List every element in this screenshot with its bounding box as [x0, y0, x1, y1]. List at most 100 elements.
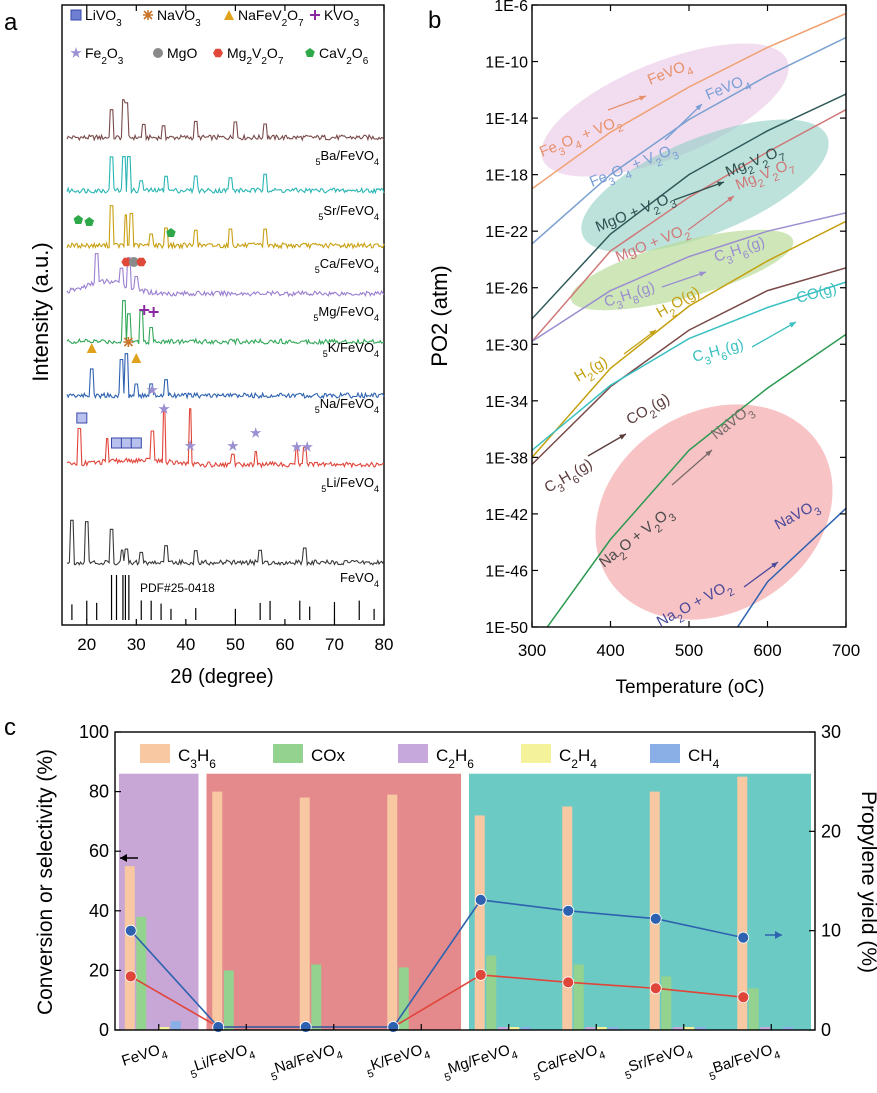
panel-c-legend: C3H6 COx C2H6 C2H4 CH4 — [140, 744, 720, 771]
bar-c3h6-6 — [649, 791, 660, 1030]
bar-c2h4-4 — [509, 1027, 520, 1030]
legend-item-c2h6: C2H6 — [398, 744, 474, 771]
marker-plus — [139, 305, 150, 315]
legend-swatch — [521, 744, 551, 763]
reaction-arrow-head — [649, 330, 656, 336]
legend-item-mg2v2o7: Mg2V2O7 — [213, 45, 284, 67]
bar-c2h4-6 — [684, 1027, 695, 1030]
y-tick-label: 20 — [89, 960, 109, 980]
curve-na2o-vo2-navo3 — [736, 507, 846, 627]
legend-item-cav2o6: CaV2O6 — [305, 45, 369, 67]
y2-tick-label: 10 — [821, 921, 841, 941]
panel-a-series: 5Ba/FeVO4 5Sr/FeVO4 5Ca/FeVO4 5Mg/FeVO4 5K/F… — [66, 99, 385, 620]
legend-swatch — [140, 744, 170, 763]
bar-cox-1 — [223, 970, 234, 1030]
curve-fe3o4-vo2-fevo4 — [532, 12, 846, 190]
region-feVO4 — [541, 43, 789, 177]
xrd-pattern-5na-fevo4 — [66, 353, 385, 400]
y-tick-label: 60 — [89, 841, 109, 861]
x-tick-label: 300 — [518, 641, 546, 660]
marker-square — [76, 412, 88, 424]
panel-c-y-label: Conversion or selectivity (%) — [34, 749, 57, 1015]
y-tick-label: 1E-10 — [485, 55, 528, 72]
x-tick-label: 400 — [596, 641, 624, 660]
bar-cox-7 — [748, 988, 759, 1030]
category-label: 5Ca/FeVO4 — [529, 1040, 607, 1084]
legend-label: LiVO3 — [85, 7, 122, 29]
point-conversion-0 — [124, 970, 137, 983]
legend-label: KVO3 — [324, 7, 360, 29]
marker-star — [291, 441, 303, 452]
bar-c3h6-5 — [562, 806, 573, 1030]
bar-c3h6-0 — [124, 866, 135, 1030]
x-tick-label: 500 — [675, 641, 703, 660]
legend-item-navo3: NaVO3 — [143, 7, 201, 29]
y2-tick-label: 0 — [821, 1020, 831, 1040]
pattern-label: FeVO4 — [340, 570, 379, 589]
panel-b-lines — [532, 12, 846, 627]
right-axis-arrow — [765, 931, 782, 939]
line-propylene-yield — [130, 899, 744, 1028]
reaction-arrow-head — [695, 104, 702, 111]
panel-c-y2-label: Propylene yield (%) — [857, 791, 877, 973]
curve-c3h6-g-co2-g- — [532, 267, 846, 465]
y-tick-label: 1E-34 — [485, 394, 528, 411]
bar-c3h6-2 — [299, 797, 310, 1030]
legend-label: Mg2V2O7 — [227, 45, 284, 67]
xrd-pattern-5ba-fevo4 — [66, 99, 385, 142]
y-tick-label: 0 — [99, 1020, 109, 1040]
bar-c3h6-3 — [387, 794, 398, 1030]
reaction-annotation: C3H6(g) — [712, 233, 769, 270]
legend-label: NaVO3 — [157, 7, 201, 29]
xrd-pattern-5ca-fevo4 — [66, 205, 385, 251]
bar-c3h6-7 — [737, 776, 748, 1030]
panel-a-frame — [61, 4, 385, 626]
category-label: 5Sr/FeVO4 — [621, 1040, 695, 1083]
xrd-pattern-5k-fevo4 — [66, 300, 385, 346]
panel-a-legend: LiVO3 NaVO3 NaFeV2O7 KVO3 Fe2O3 MgO Mg2V2O7 CaV… — [70, 7, 369, 67]
legend-item-nafev2o7: NaFeV2O7 — [224, 7, 304, 29]
marker-square — [130, 437, 142, 449]
panel-a-x-label: 2θ (degree) — [170, 666, 273, 688]
y-tick-label: 1E-22 — [485, 224, 528, 241]
marker-hexagon — [136, 257, 147, 267]
legend-item-kvo3: KVO3 — [310, 7, 360, 29]
reaction-arrow-head — [699, 271, 706, 277]
xrd-pattern-5sr-fevo4 — [66, 156, 385, 195]
x-tick-label: 50 — [226, 635, 245, 654]
marker-plus — [310, 10, 320, 20]
point-propylene-yield-2 — [299, 1021, 312, 1033]
bar-c2h4-5 — [596, 1027, 607, 1030]
category-label: 5Na/FeVO4 — [267, 1040, 345, 1084]
reaction-arrow-head — [771, 562, 778, 568]
bar-ch4-7 — [783, 1027, 794, 1030]
marker-triangle — [86, 343, 97, 353]
bar-cox-6 — [661, 976, 672, 1030]
marker-square — [70, 9, 82, 21]
legend-swatch — [650, 744, 680, 763]
reaction-arrow — [751, 321, 797, 348]
panel-label-a: a — [4, 9, 18, 36]
region-navo3 — [595, 404, 833, 620]
panel-label-b: b — [428, 7, 441, 34]
marker-asterisk — [123, 337, 134, 347]
reaction-arrow — [607, 95, 647, 111]
panel-b-y-label: PO2 (atm) — [427, 265, 452, 366]
panel-a-xrd-chart: LiVO3 NaVO3 NaFeV2O7 KVO3 Fe2O3 MgO Mg2V2O7 CaV… — [28, 4, 393, 688]
bar-c2h6-5 — [585, 1027, 596, 1030]
legend-item-c3h6: C3H6 — [140, 744, 216, 771]
bar-c2h4-0 — [159, 1027, 170, 1030]
reaction-arrow-head — [619, 434, 626, 440]
y-tick-label: 1E-46 — [485, 563, 528, 580]
pattern-label: 5Mg/FeVO4 — [313, 304, 379, 323]
x-tick-label: 700 — [832, 641, 860, 660]
legend-swatch — [398, 744, 428, 763]
reaction-arrow — [743, 561, 779, 588]
marker-pentagon — [305, 48, 315, 57]
legend-label: CH4 — [688, 746, 720, 771]
pattern-label: 5K/FeVO4 — [323, 340, 379, 359]
bar-ch4-5 — [608, 1027, 619, 1030]
marker-circle — [128, 257, 139, 267]
reaction-arrow-head — [639, 95, 646, 101]
